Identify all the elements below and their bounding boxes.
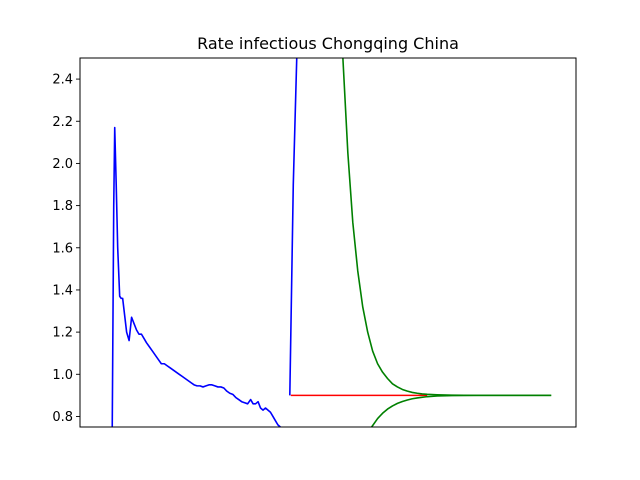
plot-area [111,58,552,427]
y-tick-label: 1.6 [52,241,73,256]
y-tick-label: 1.4 [52,283,73,298]
y-axis: 0.8 1.0 1.2 1.4 1.6 1.8 2.0 2.2 2.4 [52,73,80,425]
y-tick-label: 1.2 [52,326,73,341]
series-line-2 [289,58,298,396]
y-tick-label: 1.0 [52,368,73,383]
series-line-5 [370,394,552,427]
series-line-4 [342,58,552,397]
series-line-1 [111,126,281,427]
chart-title: Rate infectious Chongqing China [197,34,459,53]
plot-frame [79,57,577,428]
y-tick-label: 1.8 [52,199,73,214]
y-tick-label: 2.4 [52,73,73,88]
y-tick-label: 2.0 [52,157,73,172]
y-tick-label: 0.8 [52,410,73,425]
y-tick-label: 2.2 [52,115,73,130]
